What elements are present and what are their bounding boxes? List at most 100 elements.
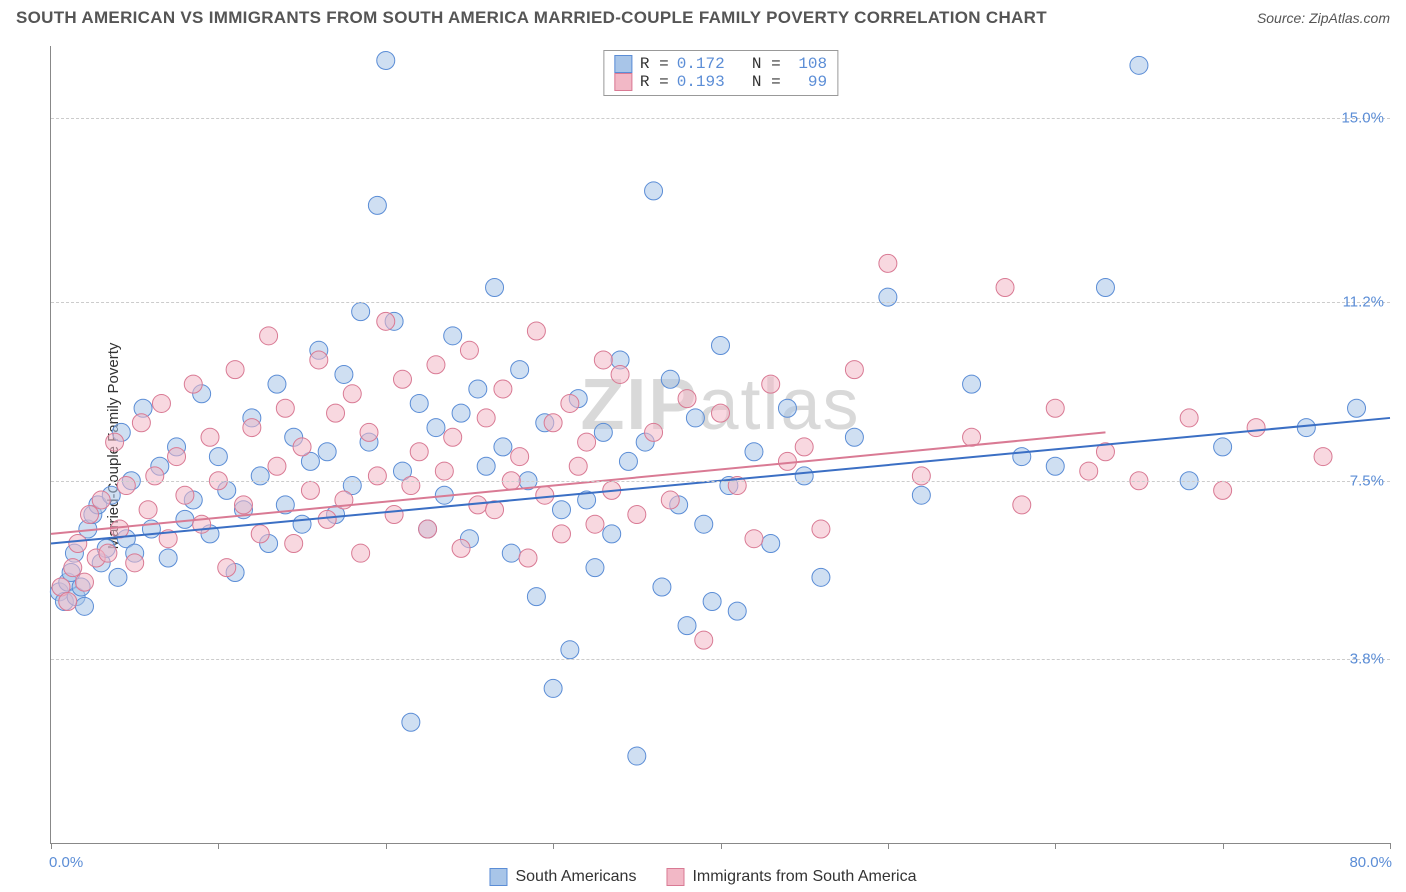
data-point: [117, 477, 135, 495]
data-point: [527, 322, 545, 340]
data-point: [402, 713, 420, 731]
stats-box: R =0.172 N = 108R =0.193 N = 99: [603, 50, 838, 96]
data-point: [519, 549, 537, 567]
data-point: [486, 279, 504, 297]
data-point: [703, 592, 721, 610]
data-point: [1314, 448, 1332, 466]
data-point: [59, 592, 77, 610]
data-point: [544, 679, 562, 697]
data-point: [1096, 279, 1114, 297]
data-point: [99, 544, 117, 562]
data-point: [310, 351, 328, 369]
data-point: [1013, 496, 1031, 514]
data-point: [352, 544, 370, 562]
data-point: [996, 279, 1014, 297]
stat-n-value: 99: [789, 73, 827, 91]
data-point: [686, 409, 704, 427]
data-point: [661, 370, 679, 388]
data-point: [293, 438, 311, 456]
data-point: [619, 452, 637, 470]
data-point: [260, 327, 278, 345]
data-point: [762, 375, 780, 393]
data-point: [1214, 481, 1232, 499]
x-tick: [386, 843, 387, 849]
x-max-label: 80.0%: [1349, 854, 1392, 871]
data-point: [410, 443, 428, 461]
stats-row: R =0.172 N = 108: [614, 55, 827, 73]
gridline: [51, 118, 1390, 119]
data-point: [795, 467, 813, 485]
x-tick: [1223, 843, 1224, 849]
stat-r-label: R =: [640, 73, 669, 91]
data-point: [152, 394, 170, 412]
data-point: [452, 404, 470, 422]
data-point: [578, 433, 596, 451]
x-tick: [51, 843, 52, 849]
data-point: [469, 380, 487, 398]
data-point: [410, 394, 428, 412]
data-point: [795, 438, 813, 456]
data-point: [184, 375, 202, 393]
data-point: [653, 578, 671, 596]
data-point: [335, 365, 353, 383]
data-point: [1080, 462, 1098, 480]
data-point: [1013, 448, 1031, 466]
data-point: [460, 341, 478, 359]
data-point: [594, 423, 612, 441]
data-point: [494, 380, 512, 398]
data-point: [444, 428, 462, 446]
legend-item: Immigrants from South America: [666, 868, 916, 886]
data-point: [293, 515, 311, 533]
data-point: [368, 467, 386, 485]
data-point: [111, 520, 129, 538]
data-point: [879, 288, 897, 306]
data-point: [912, 486, 930, 504]
chart-source: Source: ZipAtlas.com: [1257, 10, 1390, 26]
y-tick-label: 11.2%: [1343, 294, 1384, 311]
data-point: [845, 361, 863, 379]
data-point: [1247, 419, 1265, 437]
data-point: [92, 491, 110, 509]
data-point: [1046, 457, 1064, 475]
data-point: [1130, 56, 1148, 74]
data-point: [301, 481, 319, 499]
data-point: [159, 549, 177, 567]
data-point: [678, 390, 696, 408]
data-point: [511, 448, 529, 466]
data-point: [912, 467, 930, 485]
stat-r-value: 0.172: [677, 55, 725, 73]
data-point: [285, 535, 303, 553]
data-point: [377, 312, 395, 330]
data-point: [611, 365, 629, 383]
data-point: [276, 399, 294, 417]
data-point: [243, 419, 261, 437]
legend-item: South Americans: [489, 868, 636, 886]
data-point: [385, 506, 403, 524]
data-point: [812, 568, 830, 586]
data-point: [661, 491, 679, 509]
data-point: [728, 602, 746, 620]
data-point: [64, 559, 82, 577]
x-tick: [218, 843, 219, 849]
data-point: [201, 428, 219, 446]
trend-line: [51, 432, 1105, 533]
data-point: [494, 438, 512, 456]
data-point: [209, 448, 227, 466]
data-point: [318, 443, 336, 461]
data-point: [561, 394, 579, 412]
data-point: [109, 568, 127, 586]
data-point: [168, 448, 186, 466]
gridline: [51, 302, 1390, 303]
data-point: [544, 414, 562, 432]
data-point: [176, 486, 194, 504]
data-point: [502, 544, 520, 562]
data-point: [603, 525, 621, 543]
data-point: [435, 462, 453, 480]
data-point: [712, 336, 730, 354]
data-point: [268, 375, 286, 393]
data-point: [318, 510, 336, 528]
data-point: [106, 433, 124, 451]
x-min-label: 0.0%: [49, 854, 83, 871]
data-point: [695, 631, 713, 649]
data-point: [879, 254, 897, 272]
